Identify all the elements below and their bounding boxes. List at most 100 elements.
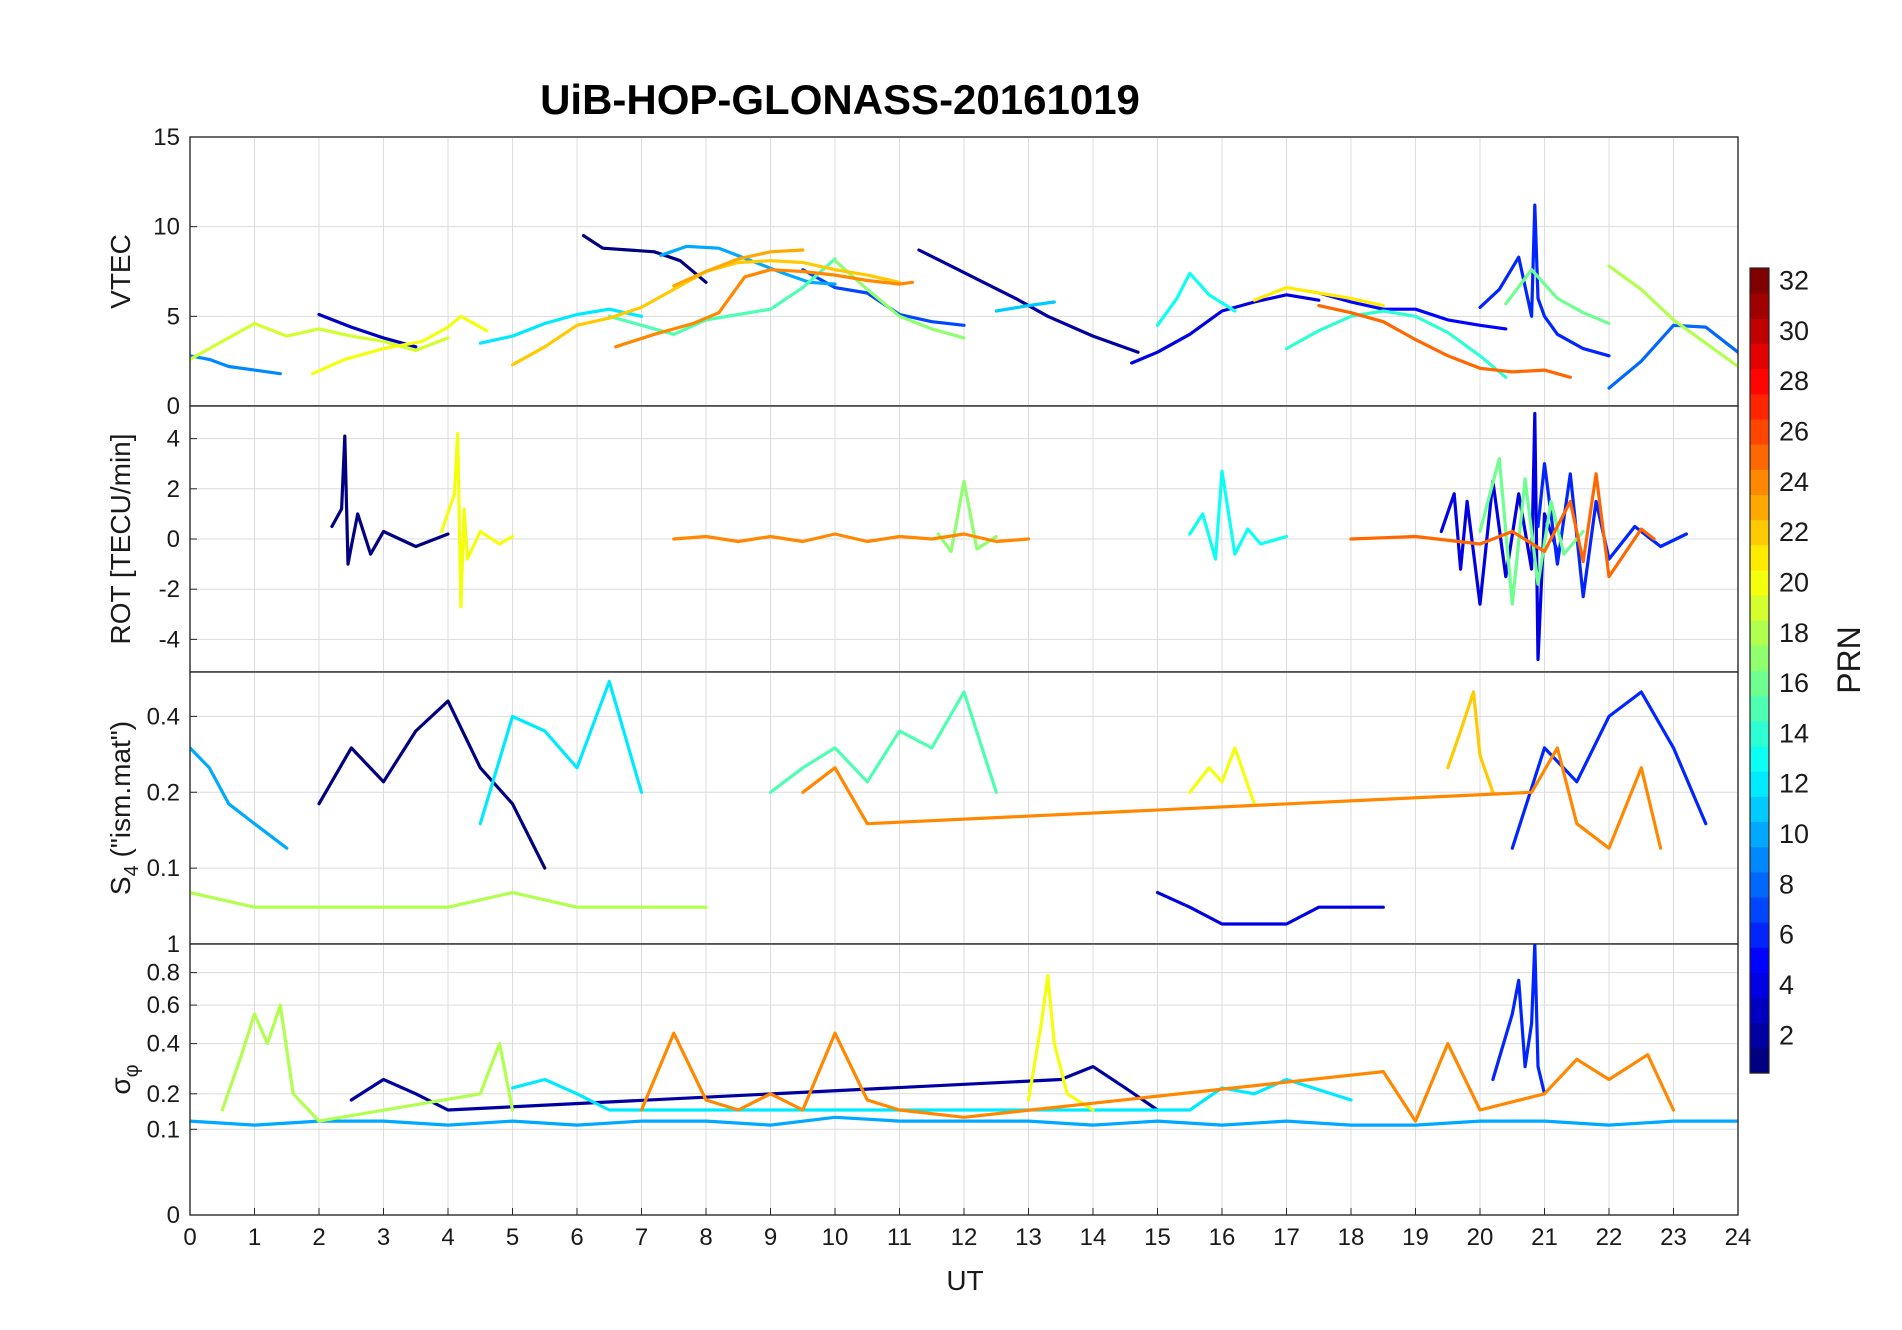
colorbar-tick-label: 4 bbox=[1779, 970, 1794, 1000]
colorbar-tick-label: 24 bbox=[1779, 467, 1809, 497]
rot-series bbox=[330, 411, 1689, 662]
x-tick-label: 9 bbox=[764, 1224, 777, 1251]
colorbar-swatch bbox=[1750, 1022, 1769, 1049]
vtec-trace-prn-21 bbox=[1252, 286, 1385, 308]
colorbar-swatch bbox=[1750, 368, 1769, 395]
vtec-trace-prn-19 bbox=[190, 321, 450, 361]
colorbar-swatch bbox=[1750, 293, 1769, 319]
s4-trace-prn-12 bbox=[478, 679, 644, 826]
vtec-trace-prn-18 bbox=[1607, 264, 1738, 369]
colorbar-swatch bbox=[1750, 670, 1769, 697]
s4-trace-prn-20 bbox=[1188, 746, 1256, 806]
x-tick-label: 19 bbox=[1402, 1224, 1429, 1251]
rot-y-tick-label: -4 bbox=[159, 626, 180, 653]
s4-y-tick-label: 0.4 bbox=[147, 703, 180, 730]
x-tick-label: 20 bbox=[1467, 1224, 1494, 1251]
rot-y-tick-label: 0 bbox=[167, 526, 180, 553]
x-tick-label: 18 bbox=[1338, 1224, 1365, 1251]
colorbar-tick-label: 20 bbox=[1779, 567, 1809, 597]
rot-trace-prn-16 bbox=[1478, 457, 1585, 606]
sigma_phi-trace-prn-6 bbox=[1491, 944, 1547, 1096]
colorbar-swatch bbox=[1750, 645, 1769, 672]
rot-y-tick-label: 4 bbox=[167, 426, 180, 453]
colorbar-swatch bbox=[1750, 620, 1769, 646]
vtec-trace-prn-4 bbox=[1130, 293, 1321, 365]
x-tick-label: 16 bbox=[1209, 1224, 1236, 1251]
colorbar-tick-label: 30 bbox=[1779, 316, 1809, 346]
colorbar-tick-label: 6 bbox=[1779, 920, 1794, 950]
sigma_phi-trace-prn-10 bbox=[190, 1115, 1738, 1127]
sigma_phi-y-tick-label: 1 bbox=[167, 931, 180, 958]
colorbar-tick-label: 28 bbox=[1779, 366, 1809, 396]
vtec-grid bbox=[190, 137, 1738, 406]
vtec-y-axis-label: VTEC bbox=[105, 234, 136, 309]
vtec-trace-prn-20 bbox=[311, 314, 489, 376]
colorbar-swatch bbox=[1750, 1047, 1769, 1074]
colorbar-tick-label: 32 bbox=[1779, 266, 1809, 296]
vtec-series bbox=[190, 203, 1738, 390]
rot-y-tick-label: 2 bbox=[167, 476, 180, 503]
vtec-trace-prn-2 bbox=[917, 248, 1140, 354]
colorbar-swatch bbox=[1750, 695, 1769, 722]
vtec-trace-prn-24 bbox=[614, 268, 915, 349]
vtec-y-tick-label: 0 bbox=[167, 393, 180, 420]
vtec-y-tick-label: 15 bbox=[153, 124, 180, 151]
s4-trace-prn-6 bbox=[1510, 690, 1708, 850]
sigma_phi-trace-prn-24 bbox=[639, 1031, 1676, 1123]
x-tick-label: 4 bbox=[441, 1224, 454, 1251]
colorbar-swatch bbox=[1750, 343, 1769, 370]
vtec-trace-prn-16 bbox=[1504, 268, 1611, 326]
vtec-y-tick-label: 10 bbox=[153, 214, 180, 241]
s4-y-axis-label: S4 ("ism.mat") bbox=[105, 721, 143, 895]
s4-trace-prn-24 bbox=[801, 746, 1663, 850]
x-tick-label: 8 bbox=[699, 1224, 712, 1251]
vtec-trace-prn-13 bbox=[1155, 271, 1237, 327]
colorbar-tick-label: 16 bbox=[1779, 668, 1809, 698]
vtec-trace-prn-14 bbox=[1284, 309, 1508, 379]
vtec-trace-prn-15 bbox=[607, 257, 837, 336]
colorbar-swatch bbox=[1750, 846, 1769, 873]
panel-rot: -4 -2 0 2 4 ROT [TECU/min] bbox=[105, 405, 1739, 673]
vtec-y-tick-label: 5 bbox=[167, 303, 180, 330]
rot-y-axis-label: ROT [TECU/min] bbox=[105, 433, 136, 644]
sigma_phi-y-axis-label: σφ bbox=[105, 1064, 143, 1094]
sigma_phi-y-tick-label: 0.6 bbox=[147, 992, 180, 1019]
s4-y-tick-label: 0.2 bbox=[147, 779, 180, 806]
rot-y-tick-label: -2 bbox=[159, 576, 180, 603]
sigma_phi-series bbox=[190, 944, 1738, 1127]
sigma_phi-y-tick-label: 0.2 bbox=[147, 1081, 180, 1108]
colorbar-swatch bbox=[1750, 595, 1769, 621]
vtec-trace-prn-23 bbox=[672, 248, 805, 288]
x-tick-label: 17 bbox=[1273, 1224, 1300, 1251]
s4-y-tick-label: 0.1 bbox=[147, 855, 180, 882]
colorbar-tick-label: 26 bbox=[1779, 417, 1809, 447]
s4-series bbox=[190, 679, 1708, 926]
colorbar-label: PRN bbox=[1831, 626, 1867, 694]
x-tick-label: 2 bbox=[312, 1224, 325, 1251]
colorbar-tick-label: 18 bbox=[1779, 618, 1809, 648]
panel-vtec: 0 5 10 15 VTEC bbox=[105, 124, 1739, 420]
x-tick-label: 5 bbox=[506, 1224, 519, 1251]
s4-grid bbox=[190, 672, 1738, 944]
colorbar-swatch bbox=[1750, 972, 1769, 999]
sigma_phi-y-tick-label: 0.4 bbox=[147, 1031, 180, 1058]
s4-trace-prn-22 bbox=[1446, 690, 1495, 794]
panel-sigma-phi: 0 0.1 0.2 0.4 0.6 0.81 σφ bbox=[105, 931, 1739, 1229]
colorbar-swatch bbox=[1750, 997, 1769, 1024]
x-tick-label: 15 bbox=[1144, 1224, 1171, 1251]
colorbar-tick-label: 2 bbox=[1779, 1020, 1794, 1050]
vtec-trace-prn-8 bbox=[1607, 323, 1738, 390]
colorbar-swatch bbox=[1750, 444, 1769, 470]
x-tick-label: 13 bbox=[1015, 1224, 1042, 1251]
colorbar-swatch bbox=[1750, 494, 1769, 521]
s4-trace-prn-1 bbox=[317, 699, 547, 870]
x-tick-label: 6 bbox=[570, 1224, 583, 1251]
colorbar-tick-label: 10 bbox=[1779, 819, 1809, 849]
colorbar-frame bbox=[1749, 267, 1770, 1074]
vtec-trace-prn-1 bbox=[581, 234, 708, 284]
sigma_phi-trace-prn-20 bbox=[1026, 974, 1095, 1112]
colorbar-tick-label: 12 bbox=[1779, 769, 1809, 799]
sigma_phi-y-tick-label: 0 bbox=[167, 1202, 180, 1229]
x-tick-label: 11 bbox=[887, 1224, 912, 1251]
